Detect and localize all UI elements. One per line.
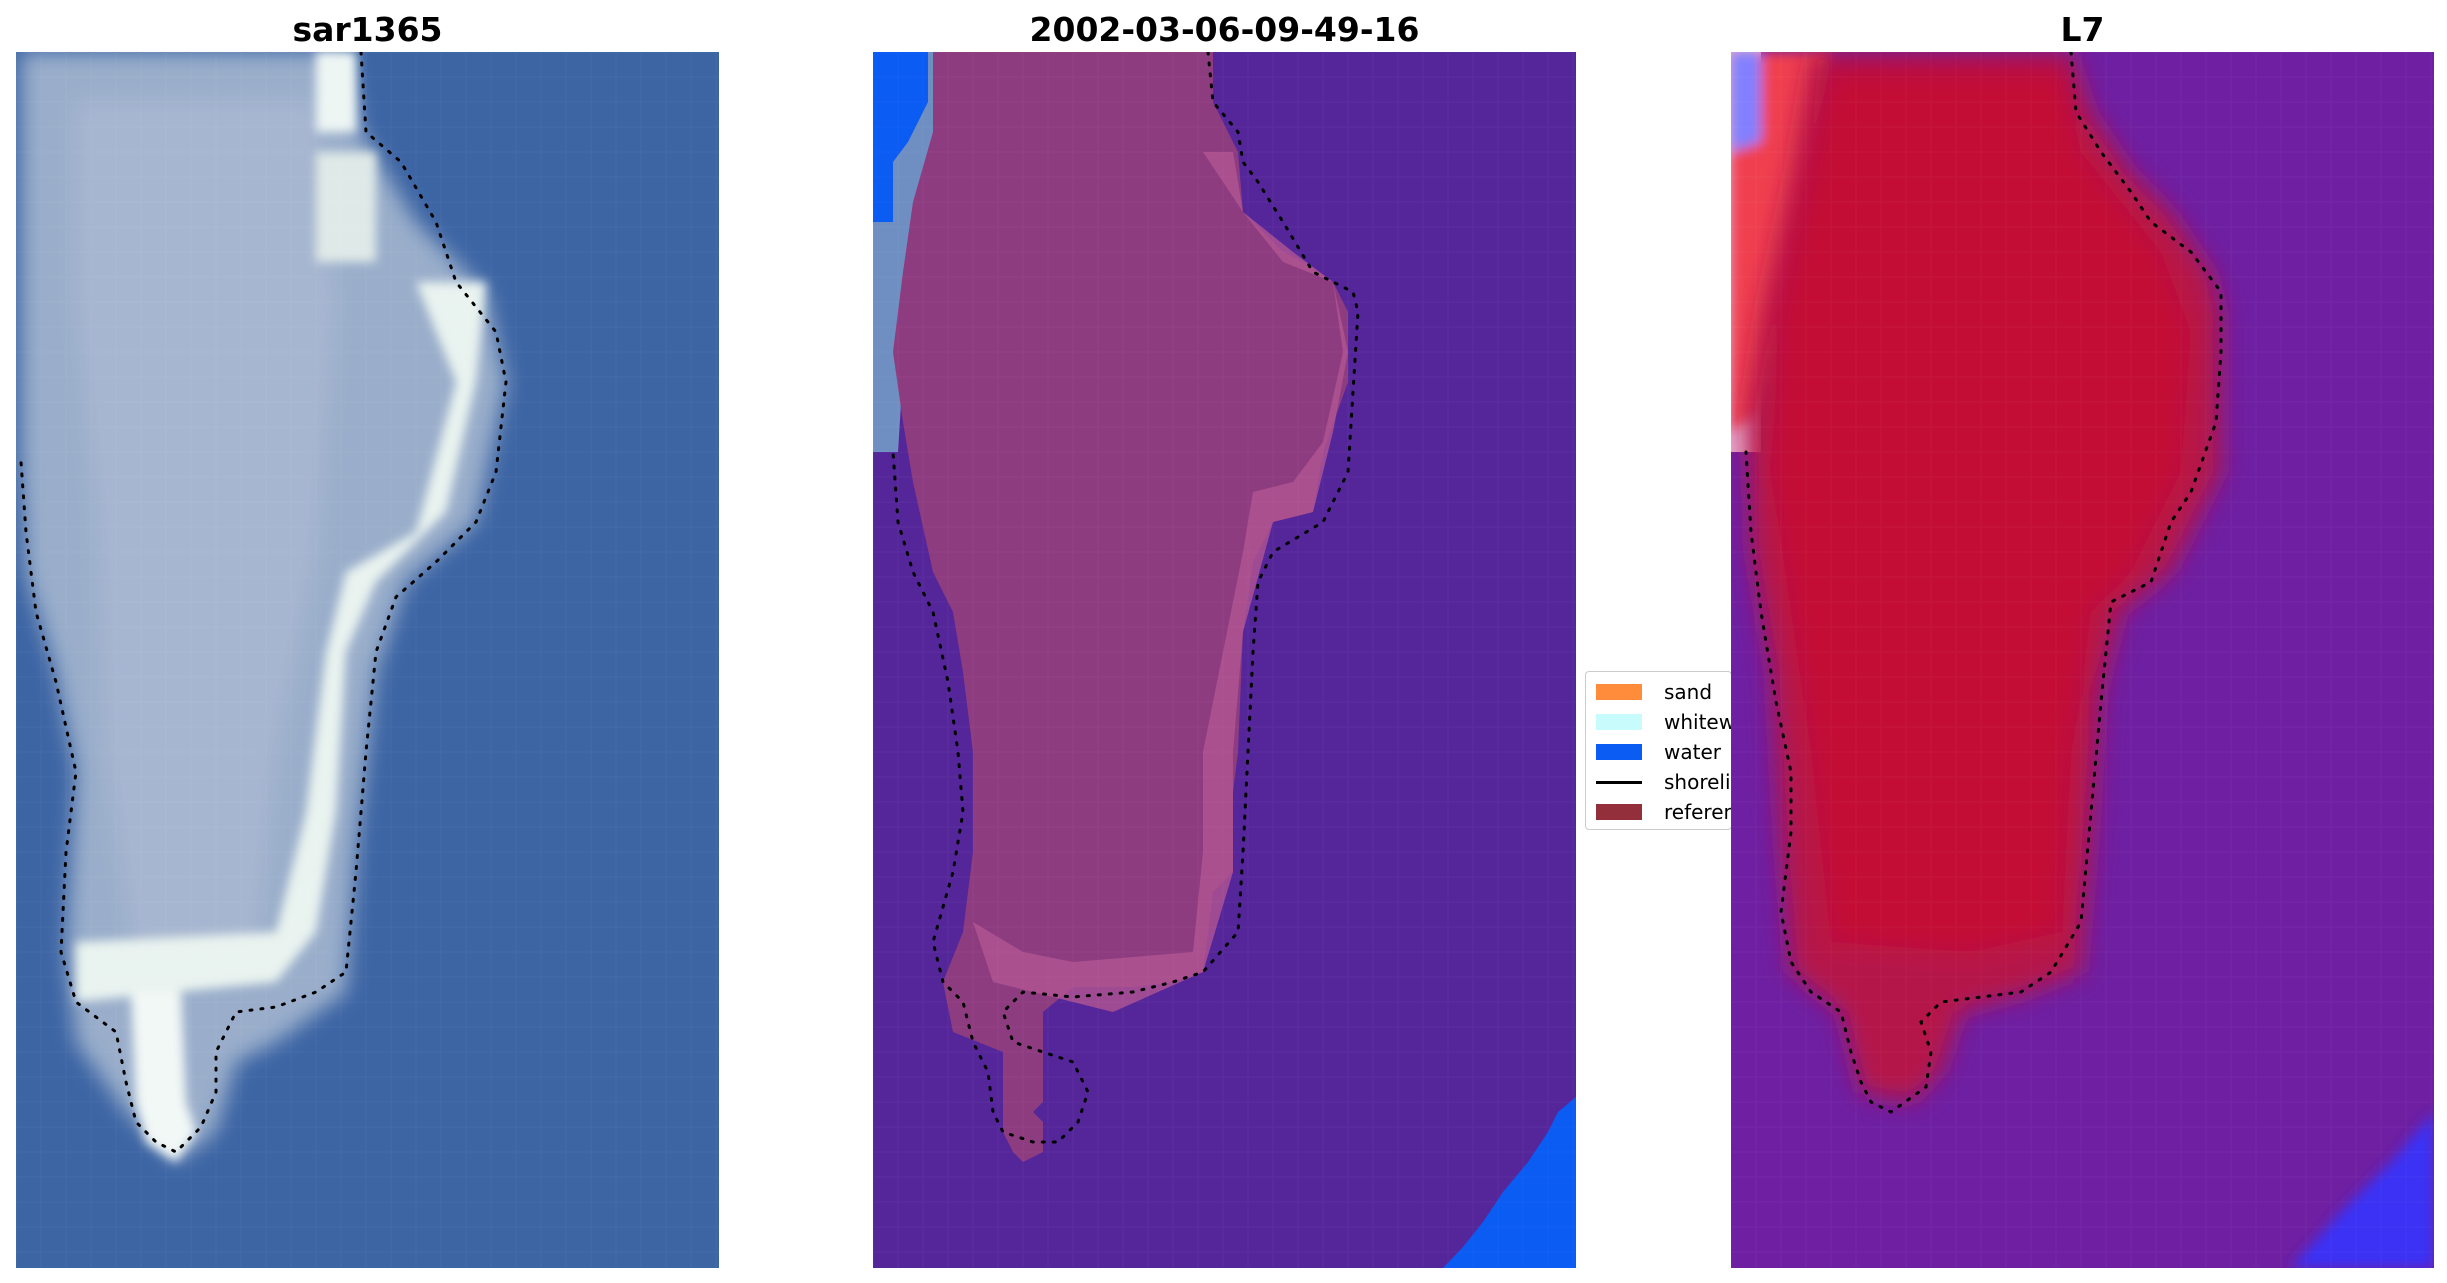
classified-image-panel xyxy=(873,52,1576,1268)
sand-swatch xyxy=(1596,684,1642,700)
legend-label: reference shoreline xyxy=(1664,800,1731,824)
water-swatch xyxy=(1596,744,1642,760)
legend-item-water: water xyxy=(1596,738,1731,766)
panel-title-index: L7 xyxy=(2060,10,2105,49)
rgb-image xyxy=(16,52,719,1268)
rgb-image-panel xyxy=(16,52,719,1268)
classified-image xyxy=(873,52,1576,1268)
shoreline-line-swatch xyxy=(1596,781,1642,784)
legend-label: shoreline xyxy=(1664,770,1731,794)
whitewater-swatch xyxy=(1596,714,1642,730)
reference-shoreline-dotted xyxy=(891,52,1360,1144)
reference-shoreline-dotted xyxy=(1744,52,2223,1114)
legend-item-reference-shoreline: reference shoreline xyxy=(1596,798,1731,826)
legend-label: sand xyxy=(1664,680,1713,704)
legend-item-shoreline: shoreline xyxy=(1596,768,1731,796)
reference-shoreline-swatch xyxy=(1596,804,1642,820)
legend-label: water xyxy=(1664,740,1721,764)
panel-title-rgb: sar1365 xyxy=(292,10,443,49)
index-image-panel xyxy=(1731,52,2434,1268)
index-image xyxy=(1731,52,2434,1268)
legend-item-sand: sand xyxy=(1596,678,1731,706)
panel-title-classified: 2002-03-06-09-49-16 xyxy=(1029,10,1420,49)
